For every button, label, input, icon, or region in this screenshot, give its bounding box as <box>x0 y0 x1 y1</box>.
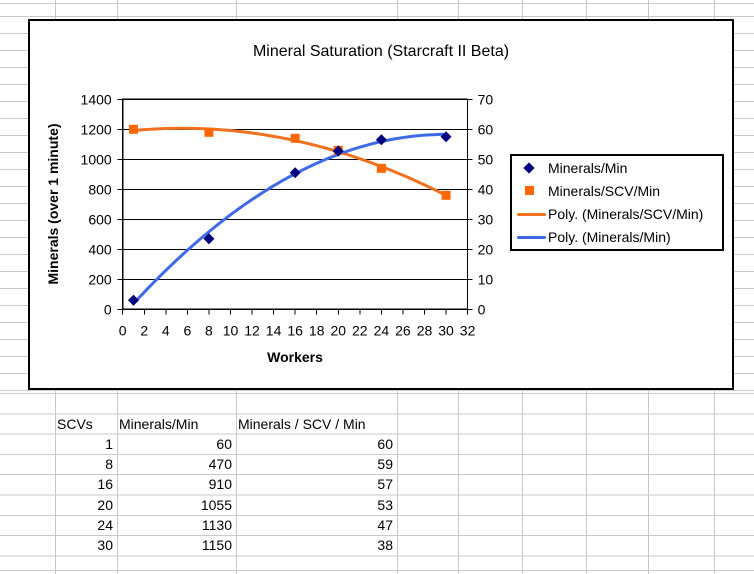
x-axis-tick-label: 30 <box>438 322 454 338</box>
left-axis-tick-label: 200 <box>88 271 112 287</box>
x-axis-tick-label: 8 <box>205 322 213 338</box>
x-axis-tick-label: 24 <box>374 322 390 338</box>
x-axis-tick-label: 16 <box>287 322 303 338</box>
right-axis-tick-label: 50 <box>478 151 494 167</box>
right-axis-tick-label: 40 <box>478 181 494 197</box>
right-axis-tick-label: 30 <box>478 211 494 227</box>
data-point-diamond[interactable] <box>375 134 387 146</box>
data-point-diamond[interactable] <box>203 233 215 245</box>
x-axis-tick-label: 18 <box>309 322 325 338</box>
cell[interactable]: 59 <box>377 456 393 473</box>
cell[interactable]: 1055 <box>200 496 232 513</box>
y-axis-title: Minerals (over 1 minute) <box>45 123 61 285</box>
x-axis-tick-label: 6 <box>183 322 191 338</box>
data-point-square[interactable] <box>204 127 214 137</box>
square-marker-icon <box>512 179 548 202</box>
cell[interactable]: 57 <box>377 476 393 493</box>
data-point-square[interactable] <box>290 133 300 143</box>
data-table: SCVs Minerals/Min Minerals / SCV / Min 1 60 6… <box>55 414 397 556</box>
cell[interactable]: 60 <box>377 435 393 452</box>
chart-legend[interactable]: Minerals/Min Minerals/SCV/Min Poly. (Miner… <box>510 154 724 251</box>
plot-border <box>122 98 469 310</box>
data-point-diamond[interactable] <box>332 145 344 157</box>
row-gridline <box>0 570 754 571</box>
cell[interactable]: 470 <box>208 456 232 473</box>
data-point-diamond[interactable] <box>127 294 139 306</box>
legend-item: Minerals/SCV/Min <box>512 179 722 202</box>
diamond-marker-icon <box>512 156 548 179</box>
left-axis-tick-label: 600 <box>88 211 112 227</box>
plot-area: 0200400600800100012001400010203040506070… <box>28 19 734 390</box>
legend-item-label: Minerals/Min <box>548 159 628 176</box>
left-axis-tick-label: 400 <box>88 241 112 257</box>
trendline[interactable] <box>131 132 448 306</box>
column-header-cell[interactable]: SCVs <box>57 415 93 432</box>
cell[interactable]: 47 <box>377 517 393 534</box>
cell[interactable]: 8 <box>105 456 113 473</box>
cell[interactable]: 38 <box>377 537 393 554</box>
legend-item: Minerals/Min <box>512 156 722 179</box>
left-axis-tick-label: 1200 <box>81 121 112 137</box>
chart-title: Mineral Saturation (Starcraft II Beta) <box>252 43 510 60</box>
left-axis-tick-label: 1000 <box>81 151 112 167</box>
legend-item: Poly. (Minerals/SCV/Min) <box>512 203 722 226</box>
square-marker-icon <box>525 186 534 196</box>
cell[interactable]: 24 <box>97 517 113 534</box>
right-axis-tick-label: 70 <box>478 91 494 107</box>
cell[interactable]: 20 <box>97 496 113 513</box>
x-axis-tick-label: 22 <box>352 322 368 338</box>
x-axis-tick-label: 2 <box>140 322 148 338</box>
right-axis-tick-label: 20 <box>478 241 494 257</box>
diamond-marker-icon <box>523 161 535 174</box>
cell[interactable]: 910 <box>208 476 232 493</box>
cell[interactable]: 1130 <box>201 517 232 534</box>
left-axis-tick-label: 0 <box>104 301 112 317</box>
left-axis-tick-label: 800 <box>88 181 112 197</box>
x-axis-tick-label: 14 <box>266 322 282 338</box>
cell[interactable]: 16 <box>97 476 113 493</box>
column-header-cell[interactable]: Minerals/Min <box>119 415 199 432</box>
x-axis-tick-label: 0 <box>119 322 127 338</box>
trendline[interactable] <box>131 126 448 197</box>
cell[interactable]: 53 <box>377 496 393 513</box>
x-axis-title: Workers <box>267 349 323 365</box>
cell[interactable]: 1150 <box>201 537 232 554</box>
cell[interactable]: 1 <box>105 435 113 452</box>
trendline-icon <box>517 235 546 239</box>
trendline-icon <box>517 212 546 216</box>
trendline-icon <box>512 203 548 226</box>
row-gridline <box>0 3 754 4</box>
data-point-square[interactable] <box>376 163 386 173</box>
legend-item-label: Minerals/SCV/Min <box>548 182 661 199</box>
right-axis-tick-label: 10 <box>478 271 494 287</box>
x-axis-tick-label: 32 <box>460 322 476 338</box>
cell[interactable]: 30 <box>97 537 113 554</box>
legend-item-label: Poly. (Minerals/SCV/Min) <box>548 206 704 223</box>
cell[interactable]: 60 <box>216 435 232 452</box>
right-axis-tick-label: 0 <box>478 301 486 317</box>
x-axis-tick-label: 28 <box>417 322 433 338</box>
trendline-icon <box>512 226 548 249</box>
legend-item: Poly. (Minerals/Min) <box>512 226 722 249</box>
x-axis-tick-label: 10 <box>223 322 239 338</box>
column-header-cell[interactable]: Minerals / SCV / Min <box>238 415 366 432</box>
data-point-diamond[interactable] <box>289 167 301 179</box>
x-axis-tick-label: 20 <box>330 322 346 338</box>
chart-object[interactable]: 0 200 400 600 800 1000 1200 1400 0 10 20 30 40 50 60 70… <box>28 19 734 390</box>
chart-border <box>28 19 734 390</box>
x-axis-tick-label: 12 <box>244 322 260 338</box>
right-axis-tick-label: 60 <box>478 121 494 137</box>
data-point-square[interactable] <box>441 190 451 200</box>
data-point-diamond[interactable] <box>440 131 452 143</box>
left-axis-tick-label: 1400 <box>81 91 112 107</box>
x-axis-tick-label: 4 <box>162 322 170 338</box>
x-axis-tick-label: 26 <box>395 322 411 338</box>
data-point-square[interactable] <box>128 124 138 134</box>
legend-item-label: Poly. (Minerals/Min) <box>548 229 671 246</box>
grid-rows-bottom <box>0 393 754 558</box>
